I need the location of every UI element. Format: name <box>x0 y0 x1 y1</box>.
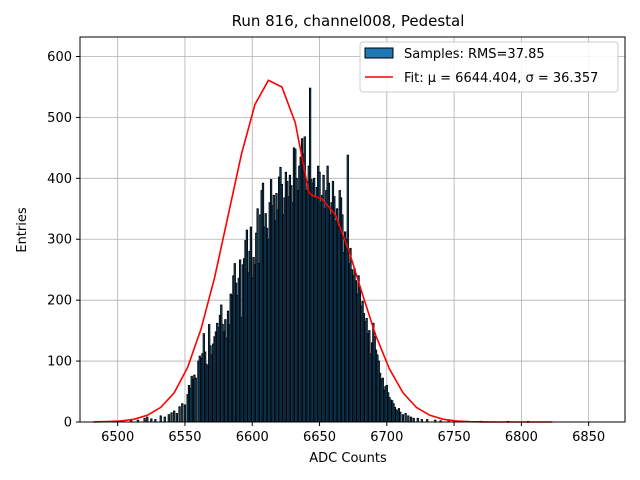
x-tick-label: 6850 <box>572 430 605 445</box>
y-tick-label: 300 <box>47 233 72 248</box>
histogram-bar <box>412 417 415 423</box>
histogram-bar <box>163 416 166 423</box>
legend-label-samples: Samples: RMS=37.85 <box>404 47 545 62</box>
y-tick-label: 400 <box>47 172 72 187</box>
legend-label-fit: Fit: μ = 6644.404, σ = 36.357 <box>404 71 598 86</box>
x-tick-label: 6600 <box>236 430 269 445</box>
chart-title: Run 816, channel008, Pedestal <box>232 12 465 30</box>
x-axis-label: ADC Counts <box>309 451 387 466</box>
histogram-bar <box>183 404 187 423</box>
histogram-bar <box>181 403 184 423</box>
legend-box <box>359 41 619 93</box>
x-tick-label: 6500 <box>101 430 134 445</box>
x-tick-label: 6550 <box>168 430 201 445</box>
histogram-bar <box>194 377 197 423</box>
plot-frame <box>79 36 626 423</box>
histogram-bar <box>178 406 181 423</box>
histogram-bar <box>143 417 146 423</box>
x-tick-label: 6700 <box>370 430 403 445</box>
y-tick-label: 500 <box>47 111 72 126</box>
histogram-bar <box>401 414 405 423</box>
x-tick-label: 6750 <box>438 430 471 445</box>
y-tick-label: 0 <box>64 416 72 431</box>
histogram-bar <box>416 417 419 423</box>
x-tick-label: 6800 <box>505 430 538 445</box>
histogram-bar <box>404 413 407 423</box>
y-tick-label: 100 <box>47 355 72 370</box>
histogram-bar <box>167 414 170 423</box>
histogram-bar <box>159 415 162 423</box>
histogram-bar <box>409 416 413 423</box>
histogram-bar <box>173 410 176 423</box>
y-axis-label: Entries <box>15 207 30 253</box>
x-axis-ticks: 6500 6550 6600 6650 6700 6750 6800 6850 <box>101 422 605 445</box>
x-tick-label: 6650 <box>303 430 336 445</box>
legend-swatch-samples <box>364 47 394 59</box>
histogram-bar <box>175 413 179 423</box>
y-axis-ticks: 0 100 200 300 400 500 600 <box>47 50 80 431</box>
histogram-bar <box>407 415 410 423</box>
y-tick-label: 200 <box>47 294 72 309</box>
histogram-bar <box>170 412 173 423</box>
histogram-bar <box>146 416 149 423</box>
legend: Samples: RMS=37.85 Fit: μ = 6644.404, σ … <box>359 41 619 93</box>
y-tick-label: 600 <box>47 50 72 65</box>
histogram-bar <box>399 411 402 423</box>
